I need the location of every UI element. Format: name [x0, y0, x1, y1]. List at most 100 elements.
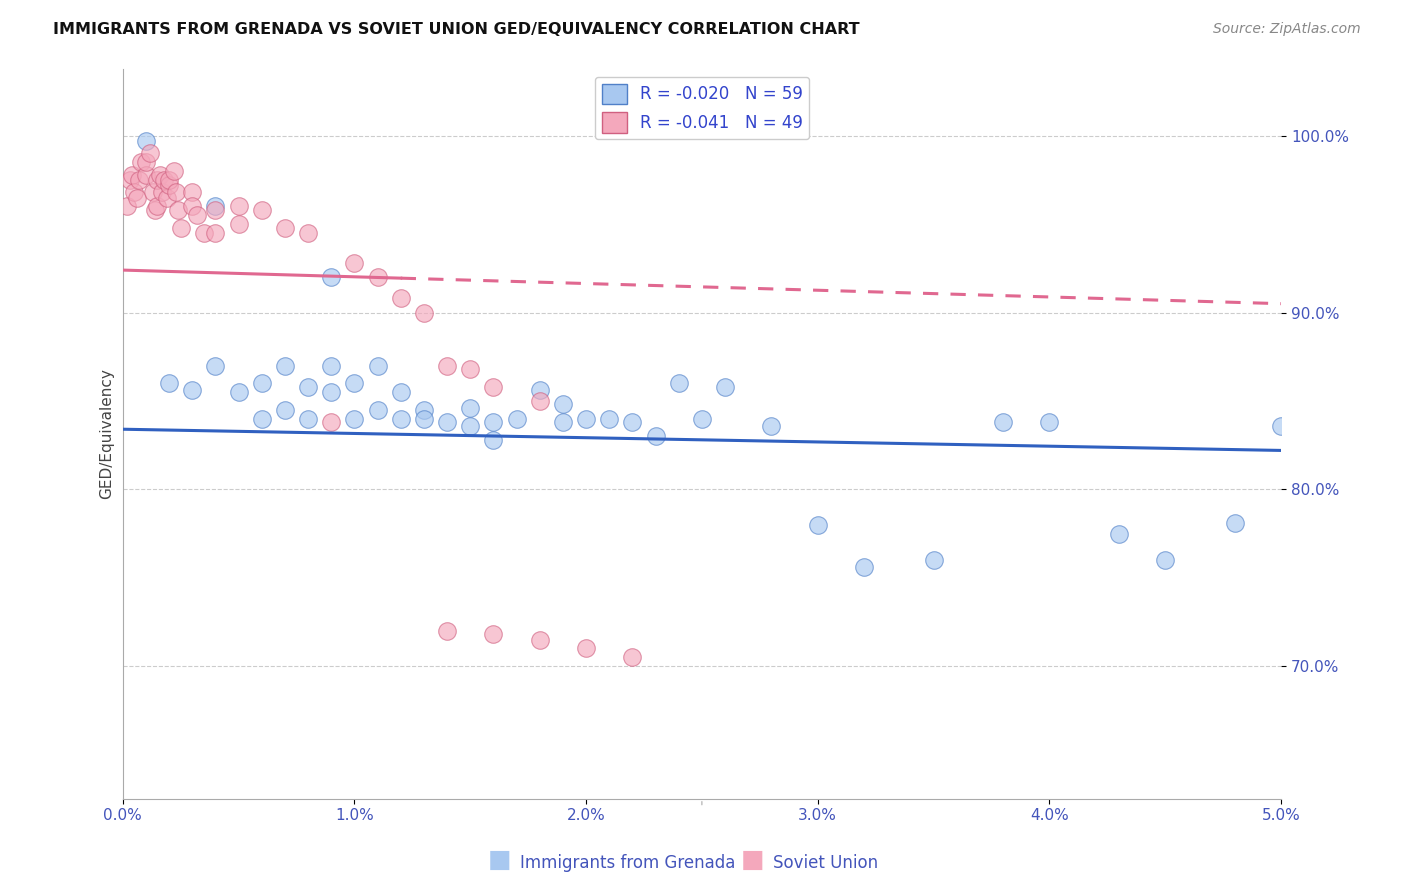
Point — [163, 164, 186, 178]
Point — [761, 418, 783, 433]
Point — [274, 402, 297, 417]
Point — [186, 208, 208, 222]
Point — [181, 384, 204, 398]
Point — [129, 155, 152, 169]
Point — [367, 402, 389, 417]
Point — [139, 146, 162, 161]
Point — [436, 415, 458, 429]
Point — [118, 173, 141, 187]
Point — [321, 415, 343, 429]
Text: ■: ■ — [741, 848, 763, 872]
Point — [436, 359, 458, 373]
Point — [321, 359, 343, 373]
Point — [991, 415, 1014, 429]
Point — [389, 292, 412, 306]
Point — [551, 397, 574, 411]
Point — [125, 191, 148, 205]
Point — [250, 376, 273, 391]
Point — [412, 411, 434, 425]
Point — [529, 393, 551, 408]
Point — [551, 415, 574, 429]
Point — [367, 270, 389, 285]
Point — [181, 186, 204, 200]
Point — [853, 560, 876, 574]
Text: IMMIGRANTS FROM GRENADA VS SOVIET UNION GED/EQUIVALENCY CORRELATION CHART: IMMIGRANTS FROM GRENADA VS SOVIET UNION … — [53, 22, 860, 37]
Point — [181, 199, 204, 213]
Point — [644, 429, 666, 443]
Point — [146, 199, 169, 213]
Point — [128, 173, 150, 187]
Point — [156, 191, 179, 205]
Point — [274, 220, 297, 235]
Point — [204, 199, 226, 213]
Point — [149, 168, 172, 182]
Y-axis label: GED/Equivalency: GED/Equivalency — [100, 368, 114, 500]
Legend: R = -0.020   N = 59, R = -0.041   N = 49: R = -0.020 N = 59, R = -0.041 N = 49 — [595, 77, 810, 139]
Point — [193, 226, 215, 240]
Point — [343, 256, 366, 270]
Point — [157, 173, 180, 187]
Point — [458, 401, 481, 415]
Point — [412, 305, 434, 319]
Point — [922, 553, 945, 567]
Point — [598, 411, 620, 425]
Point — [482, 380, 505, 394]
Point — [204, 202, 226, 217]
Point — [204, 226, 226, 240]
Point — [343, 376, 366, 391]
Point — [436, 624, 458, 638]
Point — [157, 376, 180, 391]
Point — [143, 202, 166, 217]
Point — [621, 650, 644, 665]
Point — [146, 173, 169, 187]
Point — [389, 385, 412, 400]
Point — [807, 517, 830, 532]
Point — [228, 199, 250, 213]
Point — [135, 155, 157, 169]
Point — [135, 134, 157, 148]
Point — [482, 415, 505, 429]
Point — [297, 411, 319, 425]
Point — [1108, 526, 1130, 541]
Point — [321, 270, 343, 285]
Point — [690, 411, 713, 425]
Point — [321, 385, 343, 400]
Point — [482, 627, 505, 641]
Point — [668, 376, 690, 391]
Point — [228, 385, 250, 400]
Point — [575, 411, 598, 425]
Point — [297, 226, 319, 240]
Point — [117, 199, 139, 213]
Point — [1270, 418, 1292, 433]
Point — [250, 411, 273, 425]
Point — [142, 186, 165, 200]
Point — [505, 411, 527, 425]
Point — [1038, 415, 1060, 429]
Point — [367, 359, 389, 373]
Point — [1223, 516, 1246, 530]
Point — [458, 362, 481, 376]
Point — [153, 173, 176, 187]
Point — [575, 641, 598, 656]
Text: ■: ■ — [488, 848, 510, 872]
Point — [157, 178, 180, 193]
Point — [204, 359, 226, 373]
Point — [343, 411, 366, 425]
Point — [124, 186, 146, 200]
Point — [150, 186, 173, 200]
Point — [165, 186, 187, 200]
Point — [529, 632, 551, 647]
Point — [482, 433, 505, 447]
Point — [389, 411, 412, 425]
Point — [1154, 553, 1177, 567]
Text: Immigrants from Grenada: Immigrants from Grenada — [520, 855, 735, 872]
Point — [167, 202, 190, 217]
Point — [714, 380, 737, 394]
Point — [169, 220, 191, 235]
Text: Soviet Union: Soviet Union — [773, 855, 879, 872]
Text: Source: ZipAtlas.com: Source: ZipAtlas.com — [1213, 22, 1361, 37]
Point — [135, 168, 157, 182]
Point — [529, 384, 551, 398]
Point — [121, 168, 143, 182]
Point — [412, 402, 434, 417]
